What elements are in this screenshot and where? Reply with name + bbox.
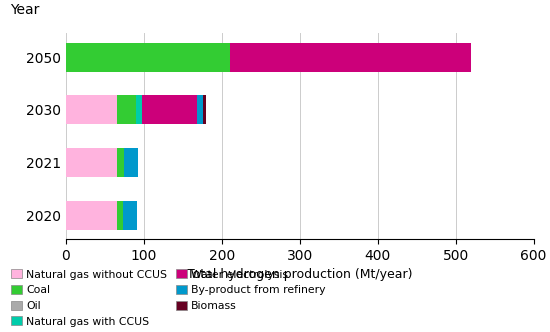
- Bar: [117, 95, 136, 124]
- Bar: [117, 201, 123, 230]
- Bar: [66, 95, 117, 124]
- Bar: [66, 148, 117, 177]
- Bar: [66, 42, 230, 72]
- Legend: Natural gas without CCUS, Coal, Oil, Natural gas with CCUS, Water electrolysis, : Natural gas without CCUS, Coal, Oil, Nat…: [11, 269, 326, 327]
- Bar: [197, 95, 203, 124]
- Bar: [117, 148, 124, 177]
- Text: Year: Year: [10, 3, 39, 17]
- Bar: [230, 42, 471, 72]
- Bar: [124, 148, 139, 177]
- Bar: [66, 201, 117, 230]
- Bar: [142, 95, 197, 124]
- X-axis label: Total hydrogen production (Mt/year): Total hydrogen production (Mt/year): [187, 268, 412, 281]
- Bar: [136, 95, 142, 124]
- Bar: [203, 95, 206, 124]
- Bar: [123, 201, 137, 230]
